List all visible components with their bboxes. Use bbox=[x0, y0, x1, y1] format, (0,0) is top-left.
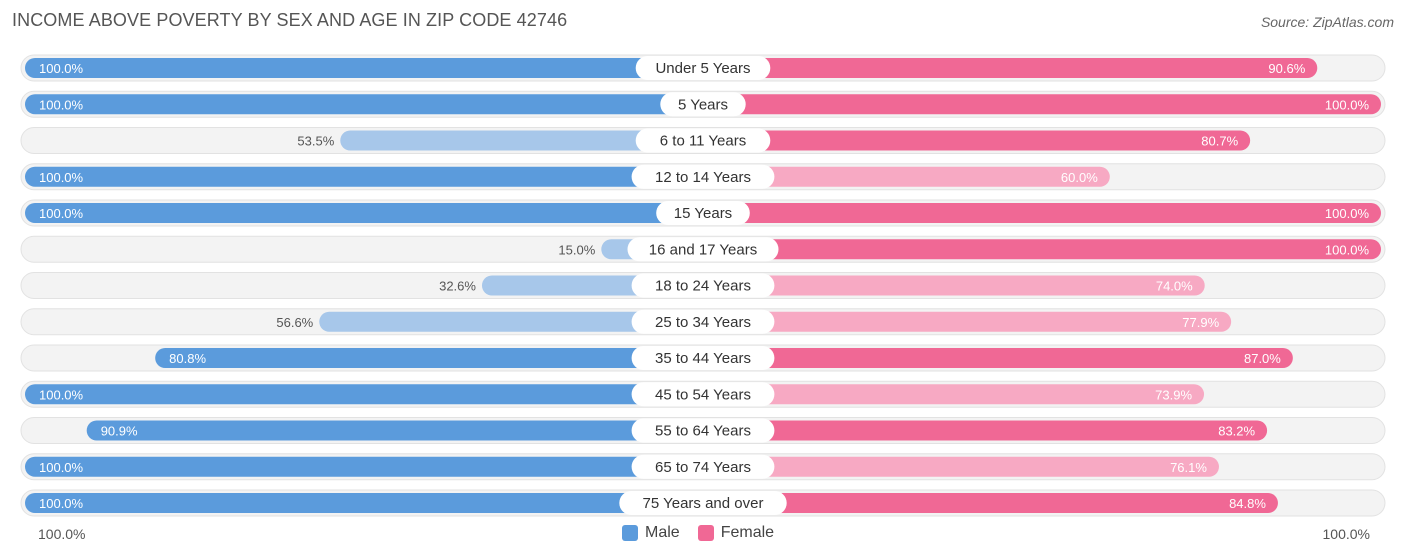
male-value-label: 53.5% bbox=[297, 134, 334, 149]
source-label[interactable]: Source: ZipAtlas.com bbox=[1260, 14, 1394, 30]
female-bar bbox=[703, 493, 1278, 513]
female-value-label: 73.9% bbox=[1155, 387, 1192, 402]
male-bar bbox=[340, 130, 703, 151]
category-pill bbox=[631, 454, 775, 479]
category-pill bbox=[631, 382, 775, 407]
female-bar bbox=[703, 420, 1268, 441]
category-pill bbox=[627, 237, 779, 262]
male-bar bbox=[25, 58, 703, 78]
category-label: 45 to 54 Years bbox=[655, 386, 751, 403]
male-bar bbox=[25, 384, 703, 405]
category-pill bbox=[631, 309, 775, 334]
female-bar bbox=[703, 58, 1318, 78]
legend-male[interactable]: Male bbox=[622, 524, 680, 542]
category-pill bbox=[631, 164, 775, 189]
female-bar bbox=[703, 239, 1381, 260]
axis-left-label: 100.0% bbox=[38, 526, 86, 542]
axis-right-label: 100.0% bbox=[1322, 526, 1370, 542]
category-label: 35 to 44 Years bbox=[655, 350, 751, 367]
category-pill bbox=[660, 92, 746, 117]
male-value-label: 32.6% bbox=[439, 279, 476, 294]
female-value-label: 60.0% bbox=[1061, 170, 1098, 185]
legend-female-label: Female bbox=[720, 524, 775, 541]
category-label: 5 Years bbox=[678, 96, 728, 113]
bar-chart: 100.0% 90.6% Under 5 Years 100.0% 100.0% 5 Ye… bbox=[20, 54, 1386, 517]
male-value-label: 100.0% bbox=[39, 61, 84, 76]
male-value-label: 100.0% bbox=[39, 97, 84, 112]
legend-male-label: Male bbox=[645, 524, 680, 541]
female-bar bbox=[703, 384, 1205, 405]
male-value-label: 80.8% bbox=[169, 351, 206, 366]
category-label: 65 to 74 Years bbox=[655, 459, 751, 476]
female-bar bbox=[703, 311, 1232, 332]
legend-female[interactable]: Female bbox=[697, 524, 775, 542]
male-value-label: 100.0% bbox=[39, 387, 84, 402]
female-bar bbox=[703, 166, 1110, 187]
category-label: 12 to 14 Years bbox=[655, 169, 751, 186]
male-bar bbox=[25, 493, 703, 513]
male-bar bbox=[25, 456, 703, 477]
female-bar bbox=[703, 275, 1205, 296]
category-pill bbox=[631, 346, 775, 370]
female-value-label: 100.0% bbox=[1325, 97, 1370, 112]
male-value-label: 100.0% bbox=[39, 206, 84, 221]
female-bar bbox=[703, 203, 1381, 223]
female-value-label: 84.8% bbox=[1229, 496, 1266, 511]
male-value-label: 15.0% bbox=[558, 242, 595, 257]
male-value-label: 100.0% bbox=[39, 170, 84, 185]
female-bar bbox=[703, 456, 1219, 477]
female-value-label: 76.1% bbox=[1170, 460, 1207, 475]
female-value-label: 74.0% bbox=[1156, 279, 1193, 294]
male-bar bbox=[25, 166, 703, 187]
female-value-label: 90.6% bbox=[1268, 61, 1305, 76]
female-value-label: 83.2% bbox=[1218, 424, 1255, 439]
category-pill bbox=[619, 491, 787, 515]
category-label: 15 Years bbox=[674, 205, 732, 222]
legend-male-swatch bbox=[622, 525, 638, 541]
category-pill bbox=[635, 128, 771, 153]
chart-title: INCOME ABOVE POVERTY BY SEX AND AGE IN Z… bbox=[12, 10, 568, 30]
legend-female-swatch bbox=[697, 525, 714, 541]
male-value-label: 100.0% bbox=[39, 460, 84, 475]
category-pill bbox=[635, 56, 771, 80]
female-bar bbox=[703, 348, 1293, 368]
female-value-label: 80.7% bbox=[1201, 134, 1238, 149]
male-bar bbox=[25, 203, 703, 223]
male-value-label: 90.9% bbox=[101, 424, 138, 439]
female-value-label: 87.0% bbox=[1244, 351, 1281, 366]
male-bar bbox=[25, 94, 703, 115]
male-bar bbox=[86, 420, 703, 441]
female-bar bbox=[703, 94, 1381, 115]
male-value-label: 56.6% bbox=[276, 315, 313, 330]
female-value-label: 100.0% bbox=[1325, 242, 1370, 257]
female-value-label: 77.9% bbox=[1182, 315, 1219, 330]
category-label: 6 to 11 Years bbox=[660, 133, 746, 150]
category-pill bbox=[631, 273, 775, 298]
category-label: 55 to 64 Years bbox=[655, 423, 751, 440]
category-label: 75 Years and over bbox=[643, 495, 764, 512]
category-pill bbox=[631, 418, 775, 443]
female-value-label: 100.0% bbox=[1325, 206, 1370, 221]
male-bar bbox=[155, 348, 703, 368]
category-label: 25 to 34 Years bbox=[655, 314, 751, 331]
category-label: Under 5 Years bbox=[655, 60, 750, 77]
male-value-label: 100.0% bbox=[39, 496, 84, 511]
male-bar bbox=[319, 311, 703, 332]
category-label: 16 and 17 Years bbox=[649, 241, 757, 258]
legend: Male Female bbox=[622, 524, 784, 542]
female-bar bbox=[703, 130, 1251, 151]
category-label: 18 to 24 Years bbox=[655, 278, 751, 295]
category-pill bbox=[656, 201, 750, 225]
